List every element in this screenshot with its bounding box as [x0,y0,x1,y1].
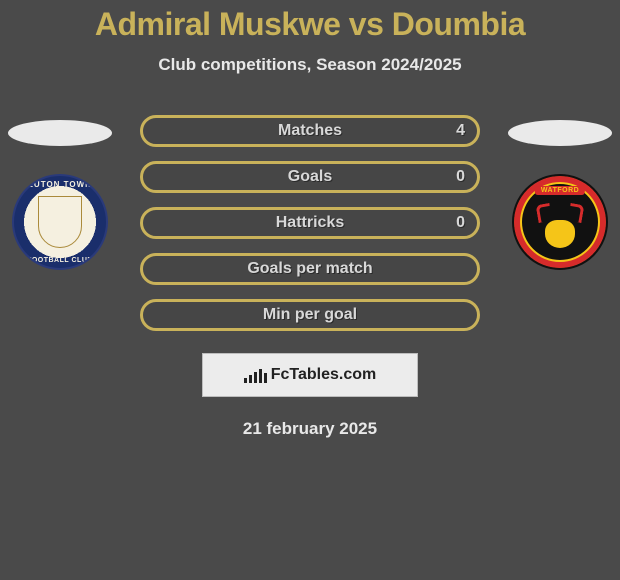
badge-tab: WATFORD [535,186,585,195]
stat-label: Hattricks [276,214,344,232]
stat-row: Min per goal [140,299,480,331]
stat-row: Goals per match [140,253,480,285]
badge-arc-top: LUTON TOWN [14,180,106,189]
left-player-photo-placeholder [8,120,112,146]
brand-text: FcTables.com [271,366,377,384]
stat-value-right: 0 [456,214,465,232]
stat-row: Hattricks 0 [140,207,480,239]
stat-value-right: 0 [456,168,465,186]
badge-crest-icon [38,196,82,248]
stat-row: Goals 0 [140,161,480,193]
stat-row: Matches 4 [140,115,480,147]
right-player-photo-placeholder [508,120,612,146]
page-subtitle: Club competitions, Season 2024/2025 [0,55,620,75]
badge-arc-bottom: FOOTBALL CLUB [14,257,106,264]
right-player-column: WATFORD [500,120,620,270]
page-title: Admiral Muskwe vs Doumbia [0,6,620,43]
moose-icon [535,206,585,250]
stat-label: Matches [278,122,342,140]
stat-value-right: 4 [456,122,465,140]
stat-label: Min per goal [263,306,357,324]
stat-label: Goals per match [247,260,372,278]
stat-rows: Matches 4 Goals 0 Hattricks 0 Goals per match M… [140,115,480,331]
bars-icon [244,367,267,383]
left-player-column: LUTON TOWN FOOTBALL CLUB [0,120,120,270]
left-club-badge: LUTON TOWN FOOTBALL CLUB [12,174,108,270]
right-club-badge: WATFORD [512,174,608,270]
brand-banner: FcTables.com [202,353,418,397]
stat-label: Goals [288,168,332,186]
footer-date: 21 february 2025 [0,419,620,439]
